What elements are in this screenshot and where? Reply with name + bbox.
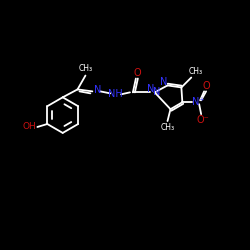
Text: OH: OH bbox=[22, 122, 36, 132]
Text: N: N bbox=[153, 87, 160, 97]
Text: O: O bbox=[133, 68, 141, 78]
Text: N⁺: N⁺ bbox=[192, 97, 204, 107]
Text: N: N bbox=[94, 86, 101, 96]
Text: O⁻: O⁻ bbox=[197, 115, 209, 125]
Text: CH₃: CH₃ bbox=[188, 67, 202, 76]
Text: CH₃: CH₃ bbox=[160, 124, 174, 132]
Text: N: N bbox=[160, 78, 167, 88]
Text: CH₃: CH₃ bbox=[78, 64, 92, 73]
Text: NH: NH bbox=[108, 89, 122, 99]
Text: O: O bbox=[202, 82, 210, 92]
Text: N: N bbox=[147, 84, 154, 94]
